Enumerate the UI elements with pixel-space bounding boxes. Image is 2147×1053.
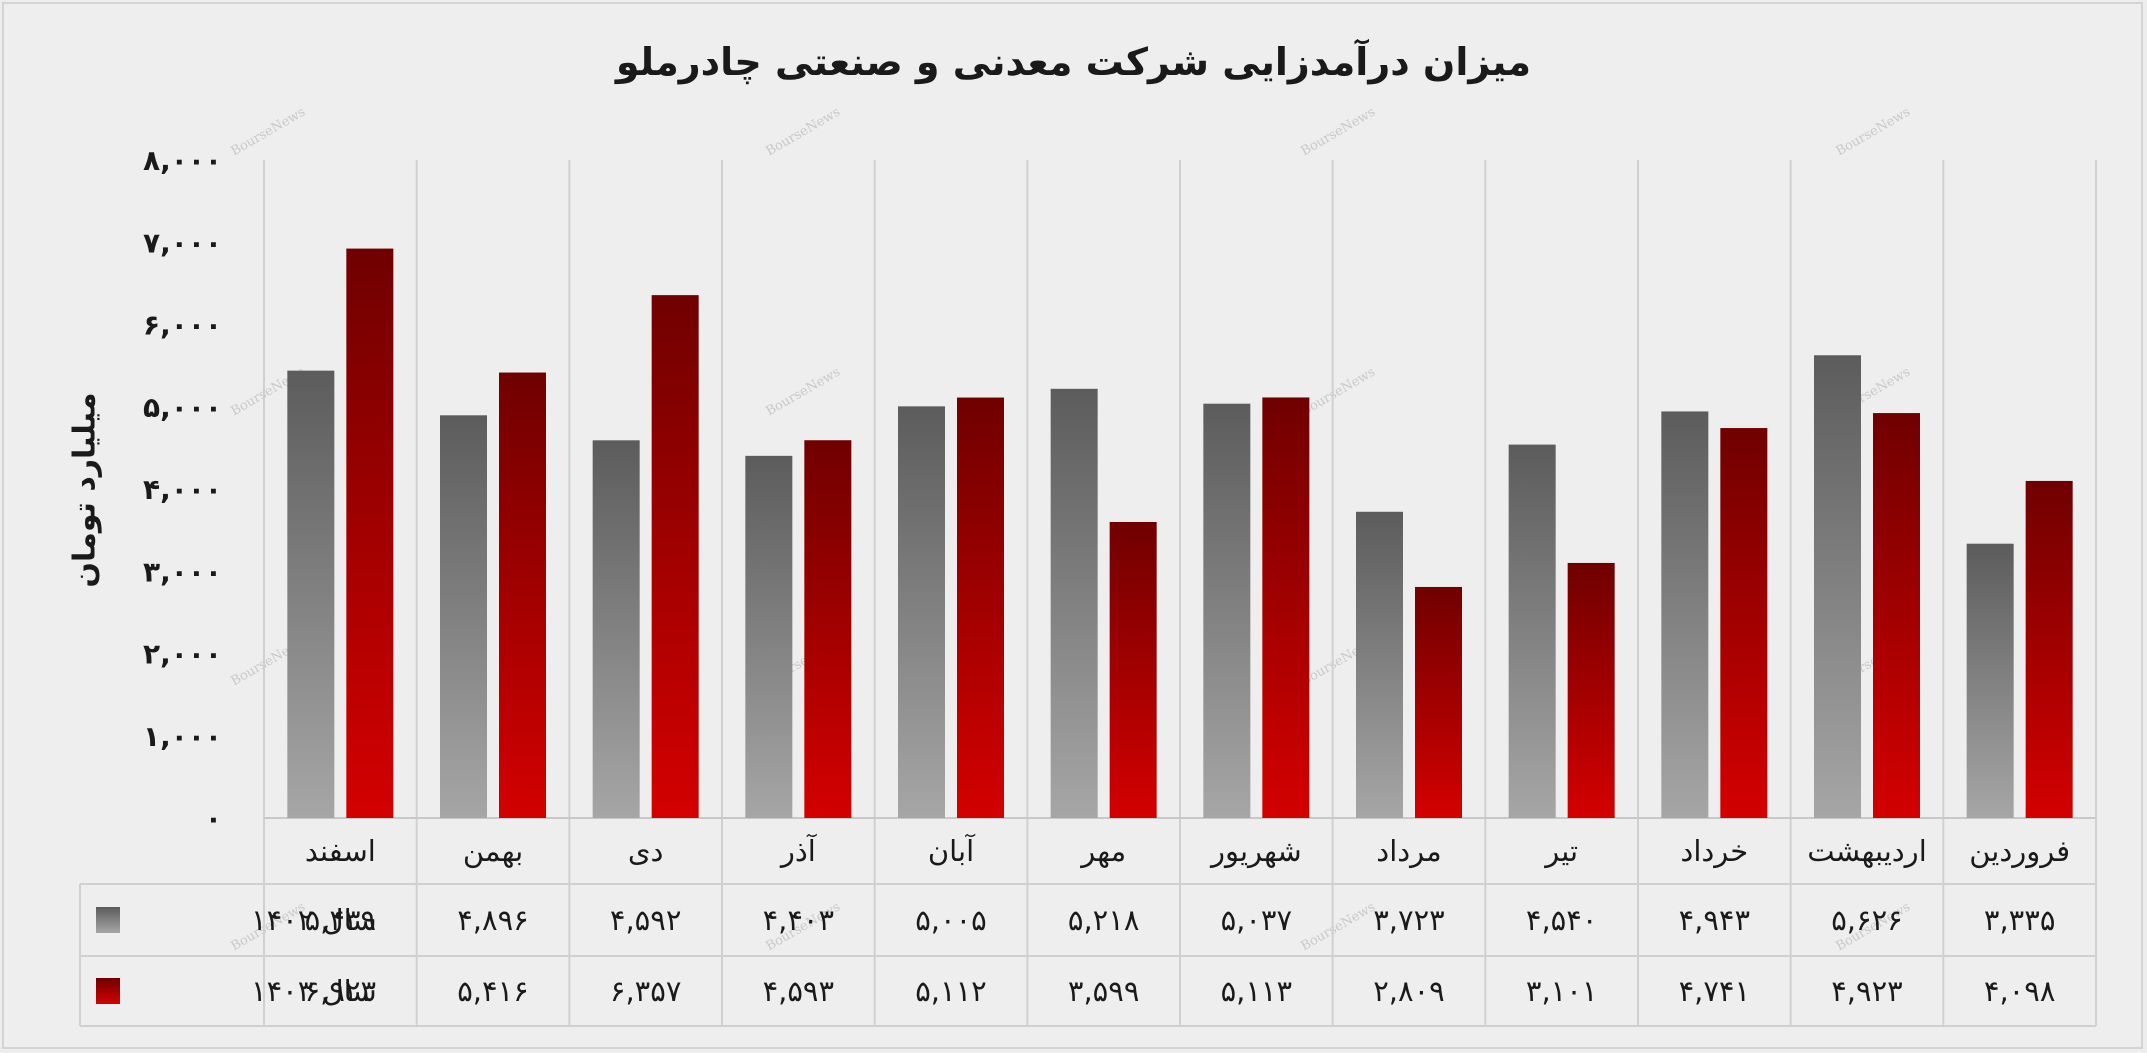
y-tick-label: ۵,۰۰۰ — [143, 391, 222, 424]
category-label: شهریور — [1209, 834, 1302, 868]
y-tick-label: ۴,۰۰۰ — [143, 473, 222, 506]
bar-series1-1 — [1966, 543, 2014, 818]
watermark-text: BourseNews — [763, 365, 843, 420]
bar-series2-12 — [346, 248, 394, 818]
data-label-series2: ۶,۹۲۳ — [305, 974, 377, 1008]
bar-series2-6 — [1262, 397, 1310, 818]
data-label-series2: ۲,۸۰۹ — [1373, 974, 1445, 1008]
watermark-text: BourseNews — [763, 105, 843, 160]
category-label: بهمن — [463, 834, 523, 868]
bar-series2-10 — [651, 295, 699, 819]
y-tick-label: ۳,۰۰۰ — [143, 555, 222, 588]
bar-series2-2 — [1873, 413, 1920, 818]
data-label-series2: ۴,۵۹۳ — [763, 974, 835, 1008]
y-tick-label: ۸,۰۰۰ — [143, 144, 222, 177]
data-label-series1: ۴,۵۹۲ — [610, 903, 682, 937]
watermark-text: BourseNews — [1833, 105, 1913, 160]
legend-label-series2: سال ۱۴۰۳ — [251, 974, 377, 1008]
data-label-series1: ۴,۸۹۶ — [457, 903, 529, 937]
data-label-series1: ۳,۳۳۵ — [1984, 903, 2056, 937]
bar-series1-3 — [1661, 411, 1709, 818]
y-tick-label: ۱,۰۰۰ — [143, 720, 222, 753]
category-label: اسفند — [305, 834, 376, 868]
legend-swatch-series2 — [96, 978, 120, 1004]
bar-series2-9 — [804, 440, 852, 818]
watermark-text: BourseNews — [1298, 105, 1378, 160]
bar-series2-5 — [1415, 586, 1462, 818]
data-label-series1: ۴,۵۴۰ — [1526, 903, 1598, 937]
category-label: دی — [628, 834, 664, 868]
category-label: تیر — [1543, 834, 1578, 868]
category-label: اردیبهشت — [1807, 834, 1927, 868]
y-axis-ticks: ۰ ۱,۰۰۰ ۲,۰۰۰ ۳,۰۰۰ ۴,۰۰۰ ۵,۰۰۰ ۶,۰۰۰ ۷,۰۰۰ ۸,۰۰… — [143, 144, 222, 835]
data-label-series1: ۵,۰۰۵ — [915, 903, 987, 937]
bar-series1-11 — [440, 415, 487, 818]
data-label-series2: ۵,۴۱۶ — [457, 974, 529, 1008]
y-tick-label: ۲,۰۰۰ — [143, 638, 222, 671]
category-label: خرداد — [1680, 834, 1748, 868]
bar-series2-7 — [1109, 521, 1157, 818]
bar-series1-10 — [592, 440, 640, 818]
category-label: آبان — [928, 833, 976, 868]
watermark-text: BourseNews — [228, 105, 308, 160]
data-label-series1: ۳,۷۲۳ — [1373, 903, 1445, 937]
data-label-series2: ۴,۷۴۱ — [1679, 974, 1751, 1008]
bar-series2-8 — [957, 397, 1004, 818]
y-tick-label: ۷,۰۰۰ — [143, 226, 222, 259]
data-label-series2: ۳,۱۰۱ — [1526, 974, 1598, 1008]
bar-series1-6 — [1203, 403, 1251, 818]
legend-swatch-series1 — [96, 907, 120, 933]
bars — [287, 248, 2073, 819]
legend-label-series1: سال ۱۴۰۲ — [251, 903, 377, 937]
data-table: فروردین اردیبهشت خرداد تیر مرداد شهریور مهر آبا… — [79, 160, 2097, 1027]
bar-series1-4 — [1508, 444, 1556, 818]
data-label-series1: ۵,۴۳۹ — [305, 903, 377, 937]
data-label-series2: ۴,۰۹۸ — [1984, 974, 2056, 1008]
data-label-series2: ۵,۱۱۲ — [915, 974, 987, 1008]
category-label: مهر — [1079, 834, 1126, 868]
data-label-series1: ۵,۲۱۸ — [1068, 903, 1140, 937]
data-label-series1: ۴,۹۴۳ — [1679, 903, 1751, 937]
data-label-series1: ۵,۶۲۶ — [1831, 903, 1903, 937]
data-label-series2: ۶,۳۵۷ — [610, 974, 682, 1008]
chart-title: میزان درآمدزایی شرکت معدنی و صنعتی چادرم… — [615, 40, 1532, 84]
data-label-series1: ۵,۰۳۷ — [1221, 903, 1293, 937]
watermark-text: BourseNews — [1298, 900, 1378, 955]
bar-series1-2 — [1814, 355, 1861, 818]
watermark-text: BourseNews — [1298, 365, 1378, 420]
category-label: مرداد — [1376, 834, 1441, 868]
category-label: آذر — [779, 833, 818, 868]
bar-series1-9 — [745, 455, 793, 818]
data-label-series2: ۳,۵۹۹ — [1068, 974, 1140, 1008]
y-tick-label: ۶,۰۰۰ — [143, 309, 222, 342]
bar-series1-7 — [1050, 388, 1098, 818]
bar-series2-11 — [499, 372, 546, 818]
bar-series1-12 — [287, 370, 335, 818]
bar-series1-8 — [898, 406, 945, 818]
category-label: فروردین — [1969, 834, 2070, 868]
bar-series1-5 — [1356, 511, 1403, 818]
data-label-series1: ۴,۴۰۳ — [763, 903, 835, 937]
bar-series2-1 — [2025, 480, 2073, 818]
bar-series2-4 — [1567, 562, 1615, 818]
data-label-series2: ۵,۱۱۳ — [1221, 974, 1293, 1008]
data-label-series2: ۴,۹۲۳ — [1831, 974, 1903, 1008]
bar-series2-3 — [1720, 428, 1768, 818]
y-tick-label: ۰ — [205, 802, 222, 835]
